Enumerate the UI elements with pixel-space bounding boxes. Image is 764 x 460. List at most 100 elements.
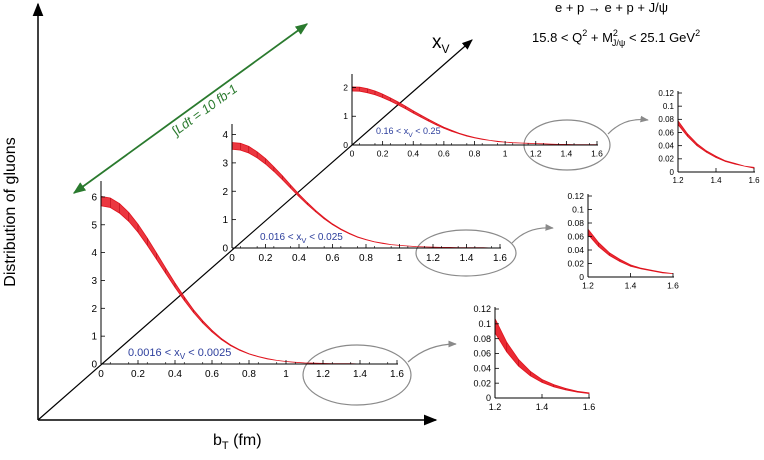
y-tick-label: 1 (222, 215, 228, 226)
uncertainty-band (100, 195, 397, 365)
x-tick-label: 1.2 (316, 369, 330, 380)
y-tick-label: 0.08 (473, 334, 491, 344)
band-hatching (677, 120, 755, 169)
x-tick-label: 1 (283, 369, 289, 380)
y-tick-label: 0.06 (473, 349, 491, 359)
x-tick-label: 1.4 (560, 149, 572, 159)
x-tick-label: 0.8 (469, 149, 481, 159)
x-tick-label: 0.4 (168, 369, 182, 380)
x-tick-label: 1.4 (536, 402, 549, 412)
x-tick-label: 1.2 (582, 281, 594, 291)
x-tick-label: 0 (229, 253, 235, 264)
plot-panel-1: 0 1 2 3 4 5 6 0 0.2 0.4 0.6 0.8 1 1.2 1.4 1.6 0.0016 < x… (91, 181, 404, 380)
y-tick-label: 0.04 (567, 245, 584, 255)
x-tick-label: 1.4 (710, 176, 722, 185)
y-tick-label: 4 (91, 248, 97, 259)
x-tick-label: 0.2 (377, 149, 389, 159)
y-tick-label: 0.12 (567, 191, 584, 201)
x-tick-label: 1.2 (426, 253, 440, 264)
y-tick-label: 2 (91, 304, 97, 315)
zoom-ellipse-bin2 (415, 229, 517, 277)
plot-panel-2: 0 1 2 3 4 0 0.2 0.4 0.6 0.8 1 1.2 1.4 1.6 0.016 < xV <… (222, 124, 507, 264)
y-tick-label: 0.12 (658, 89, 674, 98)
y-tick-label: 0.04 (658, 141, 674, 150)
kinematics-label: 15.8 < Q2 + M2 J/ψ < 25.1 GeV2 (532, 28, 700, 48)
band-hatching (100, 196, 268, 359)
y-tick-label: 0 (222, 244, 228, 255)
y-tick-label: 0 (670, 168, 675, 177)
x-tick-label: 1.6 (493, 253, 507, 264)
luminosity-arrow (72, 23, 309, 194)
x-tick-label: 1.6 (667, 281, 679, 291)
x-tick-label: 0 (350, 149, 355, 159)
y-tick-label: 0.06 (658, 128, 674, 137)
y-tick-label: 0 (91, 360, 97, 371)
band-hatching (587, 229, 663, 273)
x-tick-label: 0.8 (359, 253, 373, 264)
y-tick-label: 3 (91, 276, 97, 287)
x-tick-label: 1 (397, 253, 403, 264)
luminosity-label: ∫Ldt = 10 fb-1 (168, 81, 240, 139)
y-tick-label: 0.12 (473, 304, 491, 314)
zoom-ellipse-bin1 (302, 344, 412, 406)
x-tick-label: 0.6 (326, 253, 340, 264)
y-tick-label: 0.1 (663, 102, 675, 111)
x-axis-title: bT (fm) (213, 432, 262, 452)
y-tick-label: 5 (91, 220, 97, 231)
y-tick-label: 0 (343, 140, 348, 150)
y-tick-label: 0.08 (658, 115, 674, 124)
y-tick-label: 0 (579, 272, 584, 282)
uncertainty-band (351, 86, 597, 146)
x-tick-label: 0.2 (259, 253, 273, 264)
y-tick-label: 2 (343, 82, 348, 92)
plot-panel-3: 0 1 2 0 0.2 0.4 0.6 0.8 1 1.2 1.4 1.6 0.16 < xV < 0.… (343, 74, 603, 159)
y-tick-label: 0.02 (473, 378, 491, 388)
plot-panel-6: 0 0.02 0.04 0.06 0.08 0.1 0.12 1.2 1.4 1.6 (658, 89, 760, 185)
y-tick-label: 0.08 (567, 218, 584, 228)
band-hatching (351, 86, 498, 142)
y-tick-label: 0 (486, 393, 491, 403)
y-tick-label: 1 (91, 332, 97, 343)
x-tick-label: 0 (98, 369, 104, 380)
zoom-arrow-bin2 (511, 224, 554, 244)
y-tick-label: 0.06 (567, 231, 584, 241)
x-tick-label: 0.6 (205, 369, 219, 380)
y-tick-label: 4 (222, 130, 228, 141)
y-tick-label: 0.02 (658, 155, 674, 164)
y-tick-label: 1 (343, 111, 348, 121)
y-tick-label: 0.02 (567, 258, 584, 268)
bin-label: 0.16 < xV < 0.25 (376, 126, 441, 139)
plot-panel-5: 0 0.02 0.04 0.06 0.08 0.1 0.12 1.2 1.4 1.6 (567, 191, 679, 291)
uncertainty-band (677, 119, 755, 169)
x-tick-label: 1.2 (489, 402, 502, 412)
x-tick-label: 1.2 (672, 176, 684, 185)
x-tick-label: 0.4 (407, 149, 419, 159)
x-tick-label: 0.2 (131, 369, 145, 380)
y-tick-label: 3 (222, 158, 228, 169)
xv-axis-title: xV (432, 32, 450, 56)
band-hatching (494, 318, 590, 394)
bin-label: 0.0016 < xV < 0.0025 (128, 347, 231, 361)
y-tick-label: 2 (222, 187, 228, 198)
plot-panel-4: 0 0.02 0.04 0.06 0.08 0.1 0.12 1.2 1.4 1.6 (473, 304, 595, 412)
x-tick-label: 1.4 (460, 253, 474, 264)
x-tick-label: 1.4 (625, 281, 637, 291)
x-tick-label: 1.6 (748, 176, 760, 185)
x-tick-label: 0.4 (292, 253, 306, 264)
band-hatching (231, 142, 384, 244)
x-tick-label: 1.6 (591, 149, 603, 159)
x-tick-label: 1.2 (530, 149, 542, 159)
y-tick-label: 0.1 (478, 319, 491, 329)
y-axis-title: Distribution of gluons (2, 137, 19, 286)
process-label: e + p → e + p + J/ψ (555, 0, 668, 15)
x-tick-label: 1.6 (583, 402, 596, 412)
bin-label: 0.016 < xV < 0.025 (260, 232, 343, 245)
x-tick-label: 0.6 (438, 149, 450, 159)
x-tick-label: 1.4 (353, 369, 367, 380)
zoom-arrow-bin1 (407, 340, 457, 363)
y-tick-label: 6 (91, 192, 97, 203)
zoom-arrow-bin3 (607, 115, 649, 135)
x-tick-label: 0.8 (242, 369, 256, 380)
y-tick-label: 0.04 (473, 363, 491, 373)
